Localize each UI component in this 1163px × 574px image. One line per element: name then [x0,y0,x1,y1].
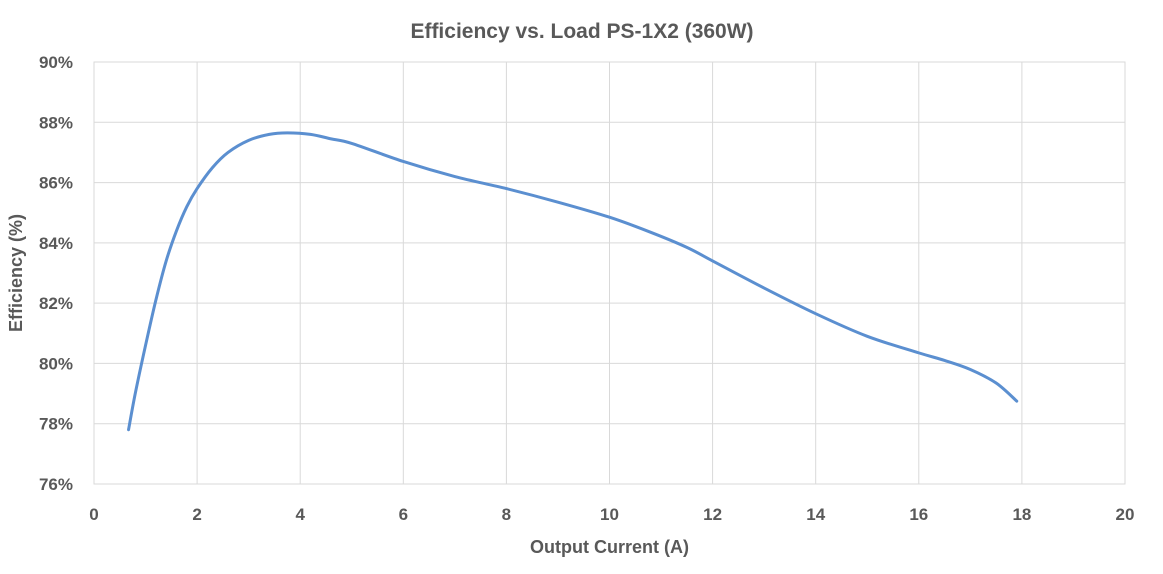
vertical-gridlines [93,62,1126,484]
y-tick-label: 80% [39,354,73,373]
x-tick-label: 18 [1012,505,1031,524]
x-tick-label: 4 [295,505,305,524]
y-tick-label: 84% [39,234,73,253]
x-tick-label: 0 [89,505,98,524]
x-tick-label: 12 [703,505,722,524]
y-tick-label: 78% [39,415,73,434]
x-tick-label: 16 [909,505,928,524]
x-tick-label: 20 [1116,505,1135,524]
x-tick-label: 2 [192,505,201,524]
y-axis-ticks: 76% 78% 80% 82% 84% 86% 88% 90% [39,53,73,494]
y-tick-label: 86% [39,174,73,193]
chart-title: Efficiency vs. Load PS-1X2 (360W) [410,20,753,43]
plot-area [93,61,1126,485]
efficiency-series-line [127,131,1019,432]
y-tick-label: 82% [39,294,73,313]
x-axis-label: Output Current (A) [530,537,689,557]
x-tick-label: 14 [806,505,825,524]
y-tick-label: 76% [39,475,73,494]
y-tick-label: 90% [39,53,73,72]
x-axis-ticks: 0 2 4 6 8 10 12 14 16 18 20 [89,505,1134,524]
x-tick-label: 8 [502,505,511,524]
series-group [127,131,1019,432]
y-tick-label: 88% [39,113,73,132]
y-axis-label: Efficiency (%) [6,214,26,332]
x-tick-label: 6 [399,505,408,524]
x-tick-label: 10 [600,505,619,524]
